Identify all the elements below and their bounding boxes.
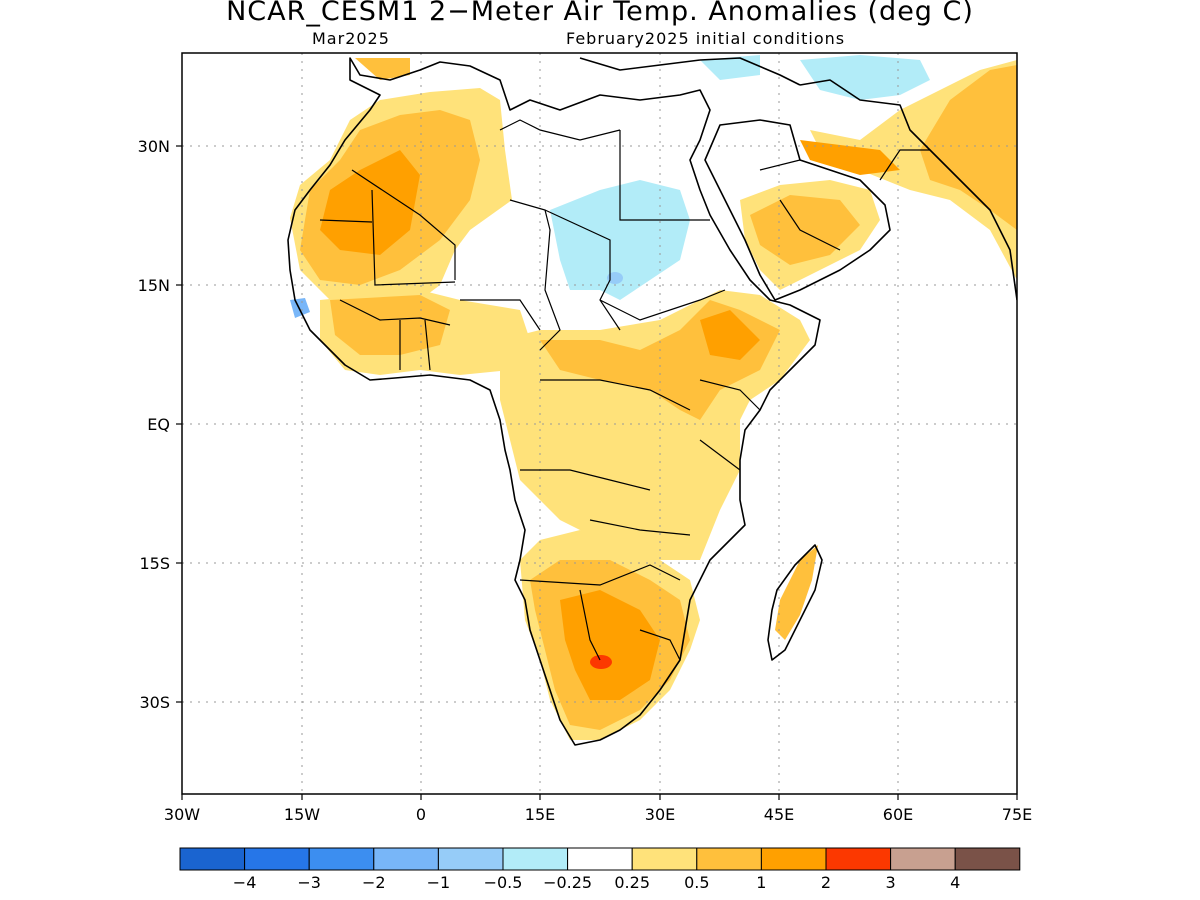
colorbar-label: 0.25 <box>614 873 650 892</box>
colorbar-label: 0.5 <box>684 873 709 892</box>
colorbar-swatch <box>760 847 827 871</box>
colorbar-label: −0.5 <box>484 873 523 892</box>
lon-label: 45E <box>764 805 794 824</box>
colorbar-swatch <box>373 847 439 871</box>
map-title: NCAR_CESM1 2−Meter Air Temp. Anomalies (… <box>226 0 974 27</box>
colorbar-swatch <box>631 847 698 871</box>
lat-label: 15S <box>139 554 170 573</box>
anomaly-shading <box>290 55 1017 740</box>
colorbar-swatch <box>696 847 762 871</box>
colorbar-label: −1 <box>427 873 451 892</box>
country-borders <box>319 119 930 661</box>
lon-label: 60E <box>883 805 913 824</box>
colorbar-label: −4 <box>233 873 257 892</box>
coastlines <box>287 57 1017 746</box>
colorbar-swatch <box>890 847 956 871</box>
colorbar-label: 1 <box>756 873 766 892</box>
lat-labels: 30N 15N EQ 15S 30S <box>138 137 170 712</box>
lat-label: 15N <box>138 276 170 295</box>
colorbar-swatch <box>308 847 375 871</box>
colorbar-swatch <box>502 847 569 871</box>
lon-label: 30W <box>164 805 200 824</box>
colorbar-label: −3 <box>297 873 321 892</box>
colorbar-swatch <box>244 847 310 871</box>
colorbar-swatch <box>825 847 892 871</box>
lon-labels: 30W 15W 0 15E 30E 45E 60E 75E <box>164 805 1032 824</box>
forecast-month: Mar2025 <box>312 29 390 48</box>
lon-label: 30E <box>645 805 675 824</box>
lon-label: 0 <box>416 805 426 824</box>
lat-label: 30S <box>139 693 170 712</box>
lon-label: 15E <box>525 805 555 824</box>
lon-ticks <box>181 794 1018 800</box>
colorbar-swatch <box>437 847 504 871</box>
lat-label: 30N <box>138 137 170 156</box>
colorbar-label: 2 <box>821 873 831 892</box>
initial-conditions: February2025 initial conditions <box>566 29 846 48</box>
lat-label: EQ <box>147 415 170 434</box>
colorbar-label: 4 <box>950 873 960 892</box>
lon-label: 15W <box>284 805 320 824</box>
colorbar-label: −2 <box>362 873 386 892</box>
colorbar-label: −0.25 <box>543 873 592 892</box>
colorbar-swatch <box>179 847 246 871</box>
colorbar-swatch <box>954 847 1021 871</box>
colorbar: −4 −3 −2 −1 −0.5 −0.25 0.25 0.5 1 2 3 4 <box>179 847 1021 892</box>
colorbar-swatch <box>567 847 633 871</box>
lat-ticks <box>176 145 182 703</box>
colorbar-label: 3 <box>886 873 896 892</box>
grid-lines <box>182 53 1017 794</box>
lon-label: 75E <box>1002 805 1032 824</box>
